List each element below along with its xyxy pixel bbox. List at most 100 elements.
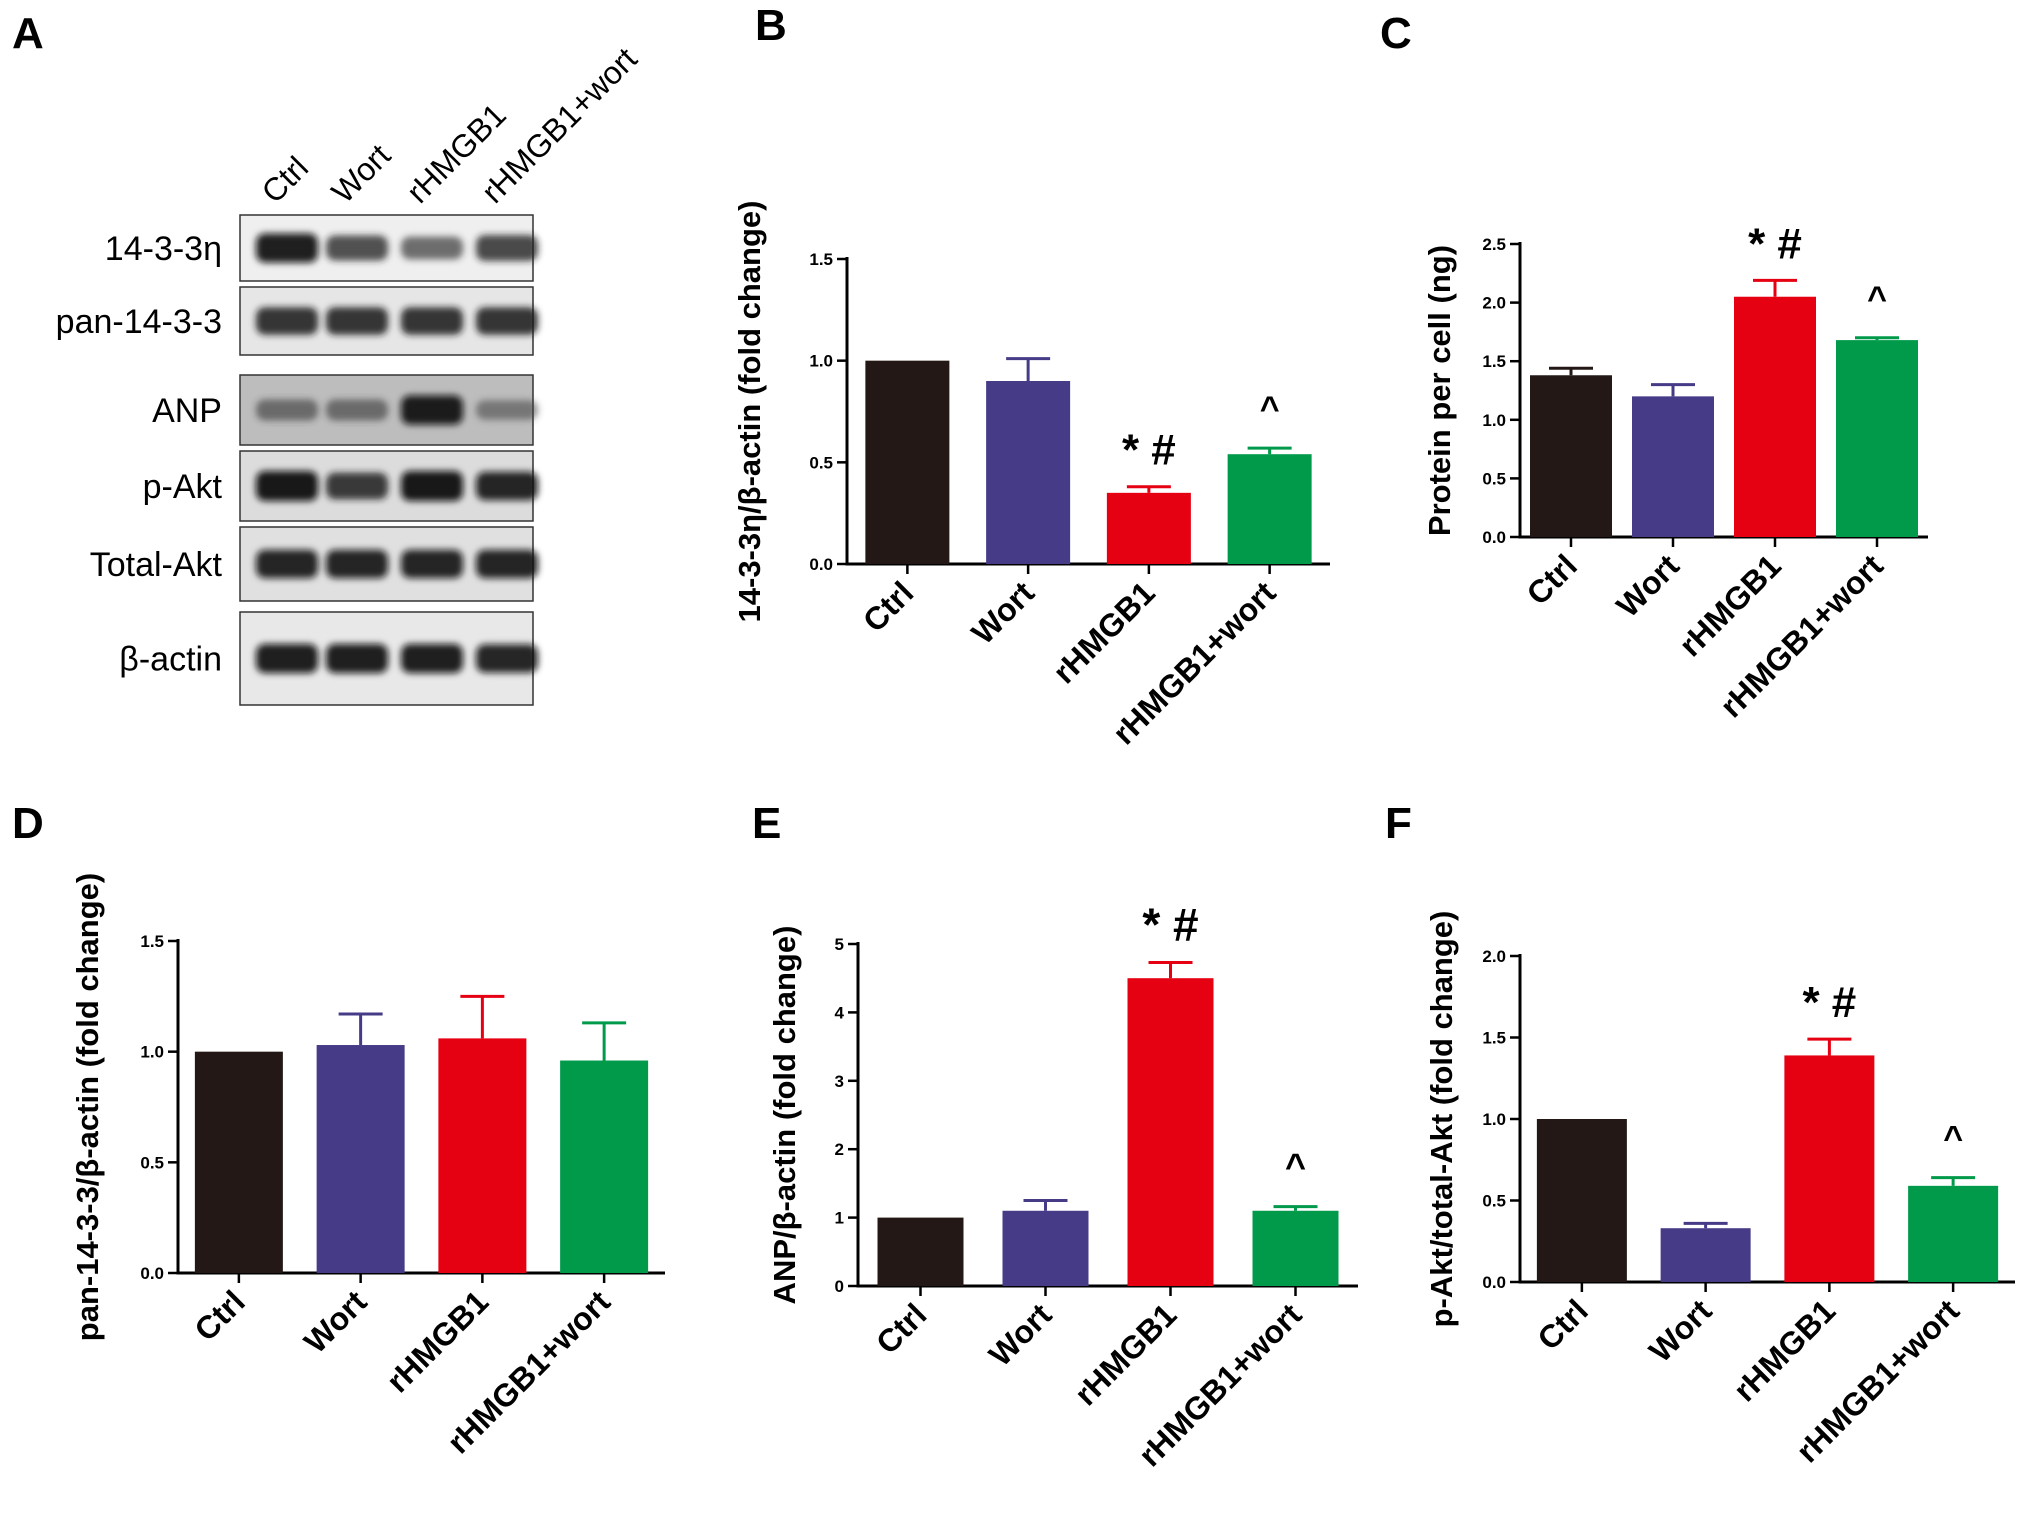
x-tick-label: Wort xyxy=(965,574,1042,651)
y-tick-label: 1.5 xyxy=(809,250,833,269)
panel-f-chart: F 0.0 0.5 1.0 1.5 2.0 p-Akt/total-Akt (fold ch… xyxy=(1385,799,2015,1469)
bar-rhmgb1 xyxy=(1106,492,1191,564)
bar-wort xyxy=(1632,396,1714,537)
blot-rows: 14-3-3η pan-14-3-3 ANP p-Akt Total-Akt β-acti… xyxy=(56,214,538,706)
blot-band xyxy=(476,471,538,501)
blot-band xyxy=(326,399,388,421)
significance-annotation: ^ xyxy=(1285,1146,1306,1187)
x-tick-label: Ctrl xyxy=(187,1283,251,1347)
y-tick-label: 0.0 xyxy=(140,1264,164,1283)
bar-wort xyxy=(1660,1228,1751,1282)
blot-band xyxy=(326,307,388,335)
y-tick-label: 0.0 xyxy=(1482,1273,1506,1292)
panel-label: F xyxy=(1385,799,1412,848)
panel-b-chart: B 0.0 0.5 1.0 1.5 14-3-3η/β-actin (fold chang… xyxy=(732,1,1330,751)
y-tick-label: 4 xyxy=(835,1003,845,1022)
bar-ctrl xyxy=(865,360,950,564)
y-axis-label: p-Akt/total-Akt (fold change) xyxy=(1424,911,1459,1328)
blot-band xyxy=(401,395,463,425)
bar-rhmgb1 xyxy=(1127,978,1214,1286)
y-tick-label: 3 xyxy=(835,1072,844,1091)
blot-band xyxy=(256,549,318,579)
y-axis-label: pan-14-3-3/β-actin (fold change) xyxy=(70,873,105,1341)
y-tick-label: 1.0 xyxy=(140,1043,164,1062)
blot-band xyxy=(256,307,318,335)
x-tick-label: rHMGB1 xyxy=(379,1283,495,1399)
bar-ctrl xyxy=(877,1217,964,1286)
blot-row: 14-3-3η xyxy=(105,214,538,282)
x-tick-label: Ctrl xyxy=(1520,547,1584,611)
panel-e-chart: E 0 1 2 3 4 5 ANP/β-actin (fold change) Ctrl Wort… xyxy=(752,799,1358,1473)
blot-row: pan-14-3-3 xyxy=(56,286,538,356)
significance-annotation: ^ xyxy=(1943,1120,1963,1158)
blot-row: ANP xyxy=(152,374,538,446)
blot-band xyxy=(326,235,388,261)
y-tick-label: 2.5 xyxy=(1482,235,1506,254)
significance-annotation: ^ xyxy=(1260,390,1280,428)
x-tick-label: Wort xyxy=(982,1296,1059,1373)
blot-row-label: pan-14-3-3 xyxy=(56,303,222,341)
y-tick-label: 1.5 xyxy=(1482,352,1506,371)
blot-row-label: p-Akt xyxy=(143,468,223,506)
bar-rhmgb1 xyxy=(438,1038,527,1273)
bar-rhmgb1-plus-wort xyxy=(1252,1210,1339,1286)
bar-ctrl xyxy=(1536,1119,1627,1282)
blot-row: p-Akt xyxy=(143,450,538,522)
blot-band xyxy=(256,233,318,263)
blot-band xyxy=(326,643,388,674)
blot-band xyxy=(256,471,318,501)
bar-ctrl xyxy=(1530,375,1612,537)
y-tick-label: 5 xyxy=(835,935,844,954)
blot-band xyxy=(256,643,318,674)
bar-rhmgb1-plus-wort xyxy=(560,1060,649,1273)
bar-rhmgb1 xyxy=(1784,1055,1875,1282)
y-axis-label: Protein per cell (ng) xyxy=(1422,245,1457,536)
bar-wort xyxy=(1002,1210,1089,1286)
blot-band xyxy=(476,644,538,673)
blot-lane-label: Wort xyxy=(324,137,397,210)
x-tick-label: rHMGB1 xyxy=(1067,1296,1183,1412)
blot-band xyxy=(401,643,463,674)
y-tick-label: 1.5 xyxy=(140,932,164,951)
y-tick-label: 2.0 xyxy=(1482,947,1506,966)
y-tick-label: 0.0 xyxy=(1482,528,1506,547)
blot-row: β-actin xyxy=(119,611,538,706)
x-tick-label: rHMGB1 xyxy=(1726,1292,1842,1408)
blot-band xyxy=(401,236,463,260)
y-tick-label: 1 xyxy=(835,1209,844,1228)
bar-wort xyxy=(316,1045,405,1273)
blot-row-label: β-actin xyxy=(119,641,222,679)
blot-band xyxy=(401,549,463,579)
y-axis-label: ANP/β-actin (fold change) xyxy=(767,926,802,1305)
bar-rhmgb1-plus-wort xyxy=(1836,340,1918,537)
y-axis-label: 14-3-3η/β-actin (fold change) xyxy=(732,201,767,623)
panel-label: E xyxy=(752,799,781,848)
blot-row-label: Total-Akt xyxy=(90,546,223,584)
panel-label: C xyxy=(1380,9,1412,58)
blot-band xyxy=(326,549,388,579)
x-tick-label: Ctrl xyxy=(1530,1292,1594,1356)
blot-row-label: 14-3-3η xyxy=(105,230,222,268)
significance-annotation: * # xyxy=(1748,219,1802,268)
x-tick-label: Wort xyxy=(1642,1292,1719,1369)
x-tick-label: Ctrl xyxy=(869,1296,933,1360)
significance-annotation: * # xyxy=(1802,978,1856,1027)
blot-lane-label: Ctrl xyxy=(254,149,315,210)
blot-band xyxy=(401,307,463,335)
bar-rhmgb1 xyxy=(1734,296,1816,537)
x-tick-label: Wort xyxy=(297,1283,374,1360)
panel-d-chart: D 0.0 0.5 1.0 1.5 pan-14-3-3/β-actin (fold ch… xyxy=(12,799,665,1460)
bar-ctrl xyxy=(194,1051,283,1273)
blot-band xyxy=(476,307,538,335)
blot-band xyxy=(256,399,318,421)
x-tick-label: Ctrl xyxy=(856,574,920,638)
y-tick-label: 0 xyxy=(835,1277,844,1296)
y-tick-label: 0.5 xyxy=(140,1153,164,1172)
blot-band xyxy=(476,235,538,261)
bar-wort xyxy=(986,381,1071,564)
y-tick-label: 1.0 xyxy=(809,352,833,371)
blot-row: Total-Akt xyxy=(90,526,538,602)
blot-band xyxy=(476,549,538,579)
